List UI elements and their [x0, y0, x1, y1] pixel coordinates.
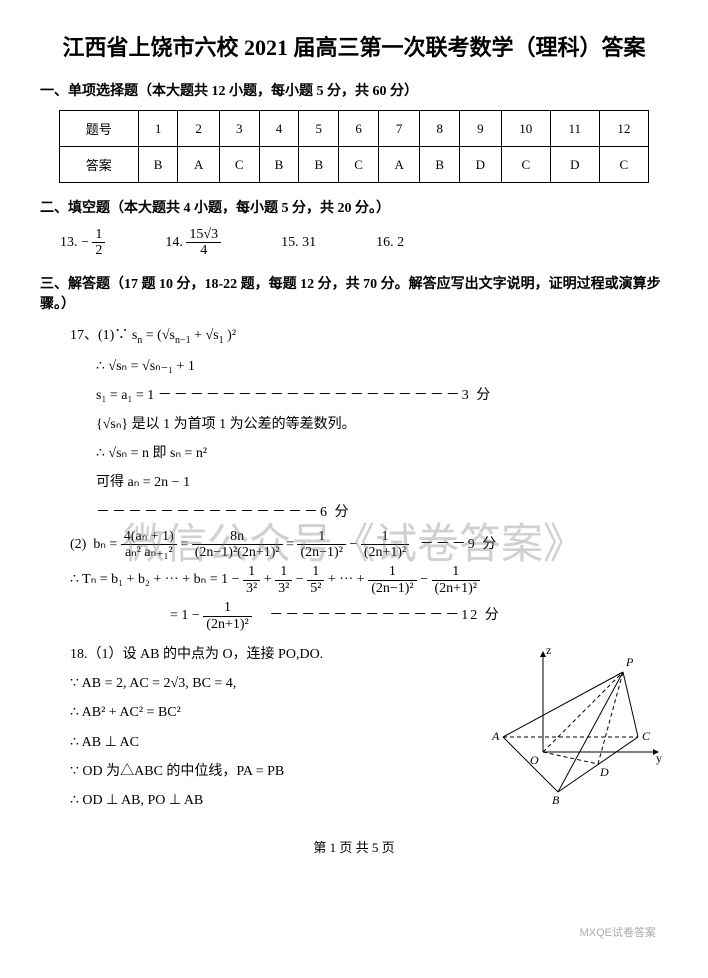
svg-text:P: P: [625, 655, 634, 669]
q18-block: z P A C O B D y 18.（1）设 AB 的中点为 O，连接 PO,…: [40, 642, 668, 817]
svg-text:y: y: [656, 751, 662, 765]
svg-text:O: O: [530, 753, 539, 767]
q17-sum: ∴ Tₙ = b₁ + b₂ + ··· + bₙ = 1 − 13² + 13…: [70, 564, 668, 596]
q16: 16. 2: [376, 235, 404, 251]
section3-head: 三、解答题（17 题 10 分，18-22 题，每题 12 分，共 70 分。解…: [40, 273, 668, 313]
q17-score: －－－－－－－－－－－－－－6 分: [96, 500, 668, 525]
tetrahedron-diagram: z P A C O B D y: [488, 642, 668, 812]
q17-line: {√sₙ} 是以 1 为首项 1 为公差的等差数列。: [96, 412, 668, 437]
svg-text:B: B: [552, 793, 560, 807]
q14: 14. 15√34: [165, 227, 221, 259]
section1-head: 一、单项选择题（本大题共 12 小题，每小题 5 分，共 60 分）: [40, 80, 668, 100]
corner-watermark: MXQE试卷答案: [580, 924, 656, 940]
q17-final: = 1 − 1(2n+1)² －－－－－－－－－－－－12 分: [170, 600, 668, 632]
q13: 13. − 12: [60, 227, 105, 259]
q17-part2: (2) bₙ = 4(aₙ + 1)aₙ² aₙ₊₁² = 8n(2n−1)²(…: [70, 529, 668, 561]
q17-line: ∴ √sₙ = n 即 sₙ = n²: [96, 441, 668, 466]
row-label: 题号: [59, 111, 138, 147]
svg-text:A: A: [491, 729, 500, 743]
row-label: 答案: [59, 147, 138, 183]
q15: 15. 31: [281, 235, 316, 251]
page-footer: 第 1 页 共 5 页: [40, 837, 668, 856]
q17-line: ∴ √sₙ = √sₙ₋₁ + 1: [96, 354, 668, 379]
fill-blanks: 13. − 12 14. 15√34 15. 31 16. 2: [60, 227, 668, 259]
svg-text:D: D: [599, 765, 609, 779]
page-title: 江西省上饶市六校 2021 届高三第一次联考数学（理科）答案: [40, 30, 668, 62]
q17-line: s₁ = a₁ = 1 －－－－－－－－－－－－－－－－－－－3 分: [96, 383, 668, 408]
svg-text:C: C: [642, 729, 651, 743]
answer-table: 题号 1 2 3 4 5 6 7 8 9 10 11 12 答案 B A C B…: [59, 110, 649, 183]
section2-head: 二、填空题（本大题共 4 小题，每小题 5 分，共 20 分。）: [40, 197, 668, 217]
q17-line: 17、(1)∵ sn = (√sn−1 + √s1 )²: [70, 323, 668, 350]
table-row: 答案 B A C B B C A B D C D C: [59, 147, 648, 183]
svg-text:z: z: [546, 643, 551, 657]
table-row: 题号 1 2 3 4 5 6 7 8 9 10 11 12: [59, 111, 648, 147]
q17-line: 可得 aₙ = 2n − 1: [96, 470, 668, 495]
